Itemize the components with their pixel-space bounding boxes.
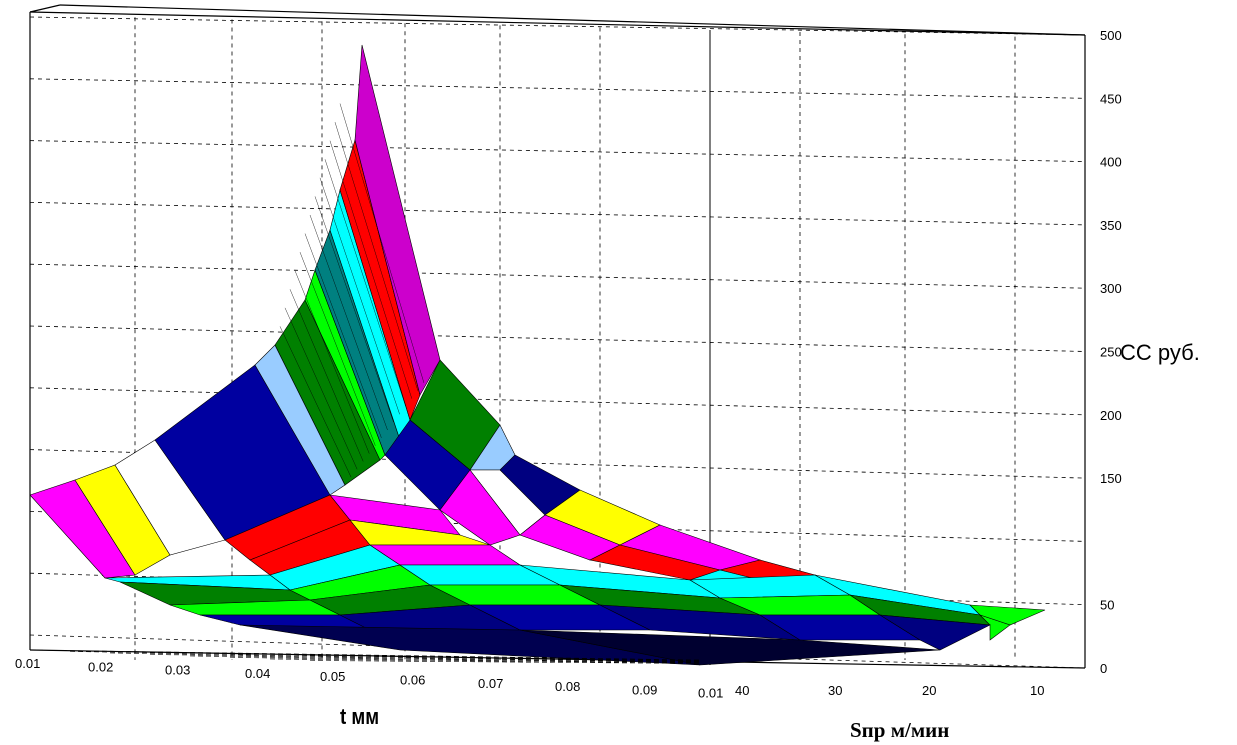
surface-facet [979, 614, 1011, 641]
floor-line [309, 660, 701, 664]
t-tick-label: 0.03 [165, 663, 190, 678]
s-tick-label: 30 [828, 683, 842, 698]
facet-stripe [319, 177, 400, 415]
grid-line-z [29, 263, 1086, 289]
frame-line [29, 11, 1086, 36]
z-tick-label: 250 [1100, 345, 1122, 360]
facet-stripe [284, 307, 358, 470]
facet-stripe [279, 326, 352, 478]
facet-stripe [304, 233, 382, 438]
floor-line [69, 651, 701, 661]
s-tick-label: 40 [735, 683, 749, 698]
grid-line-z [29, 325, 1086, 352]
z-axis-label: СС руб. [1120, 340, 1200, 365]
facet-stripe [329, 140, 412, 399]
floor-line [189, 655, 701, 663]
grid-line-z [29, 202, 1086, 226]
z-tick-label: 500 [1100, 28, 1122, 43]
floor-line [109, 652, 701, 662]
facet-stripe [339, 103, 425, 383]
facet-stripe [294, 270, 370, 454]
t-tick-label: 0.02 [88, 659, 113, 674]
grid-line-z [29, 387, 1086, 416]
z-tick-label: 350 [1100, 218, 1122, 233]
frame-line [29, 649, 1086, 669]
t-tick-label: 0.08 [555, 679, 580, 694]
facet-stripe [324, 159, 406, 407]
facet-stripe [314, 196, 394, 423]
surface-facet [519, 629, 941, 666]
frame-line [59, 4, 1086, 36]
t-tick-label: 0.04 [245, 666, 270, 681]
t-tick-label: 0.07 [478, 676, 503, 691]
facet-stripe [289, 289, 364, 462]
t-tick-label: 0.05 [320, 669, 345, 684]
s-tick-label: 20 [922, 683, 936, 698]
z-tick-label: 150 [1100, 471, 1122, 486]
facet-stripe [309, 214, 388, 431]
z-tick-label: 50 [1100, 598, 1114, 613]
z-tick-label: 450 [1100, 91, 1122, 106]
tick-labels: 0 50 150 200 250 300 350 400 450 500 0.01 0.02 0.03 0… [15, 28, 1122, 701]
t-tick-label: 0.09 [632, 682, 657, 697]
z-tick-label: 300 [1100, 281, 1122, 296]
facet-stripe [299, 252, 376, 446]
s-tick-label: 10 [1030, 683, 1044, 698]
t-tick-label: 0.01 [15, 656, 40, 671]
s-axis-label: Sпр м/мин [850, 718, 950, 742]
facet-stripe [334, 122, 419, 391]
t-tick-label: 0.01 [698, 686, 723, 701]
frame-line [29, 4, 61, 13]
floor-line [149, 654, 701, 662]
facet-stripe [274, 344, 346, 486]
z-tick-label: 400 [1100, 155, 1122, 170]
grid-line-z [29, 140, 1086, 162]
surface [29, 44, 1046, 666]
grid-line-z [29, 78, 1086, 99]
t-axis-label: t мм [340, 704, 380, 729]
t-tick-label: 0.06 [400, 673, 425, 688]
floor-line [229, 657, 701, 663]
z-tick-label: 0 [1100, 661, 1107, 676]
z-tick-label: 200 [1100, 408, 1122, 423]
